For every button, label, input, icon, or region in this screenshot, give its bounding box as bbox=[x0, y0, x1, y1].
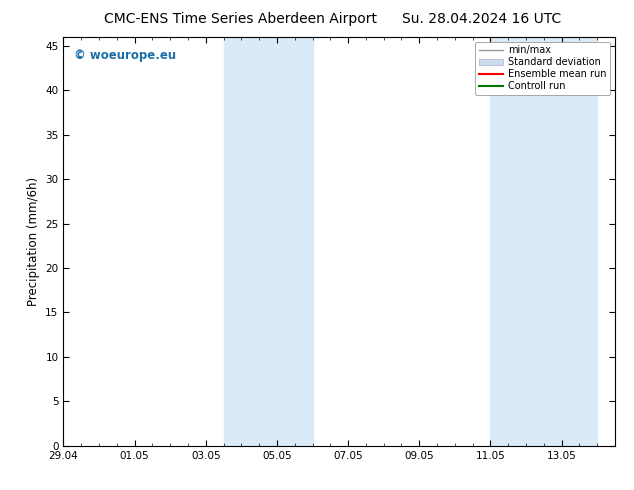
Text: CMC-ENS Time Series Aberdeen Airport: CMC-ENS Time Series Aberdeen Airport bbox=[105, 12, 377, 26]
Bar bbox=[224, 37, 313, 446]
Legend: min/max, Standard deviation, Ensemble mean run, Controll run: min/max, Standard deviation, Ensemble me… bbox=[475, 42, 610, 95]
Text: © woeurope.eu: © woeurope.eu bbox=[74, 49, 176, 62]
Y-axis label: Precipitation (mm/6h): Precipitation (mm/6h) bbox=[27, 177, 40, 306]
Bar bbox=[491, 37, 597, 446]
Text: Su. 28.04.2024 16 UTC: Su. 28.04.2024 16 UTC bbox=[402, 12, 562, 26]
